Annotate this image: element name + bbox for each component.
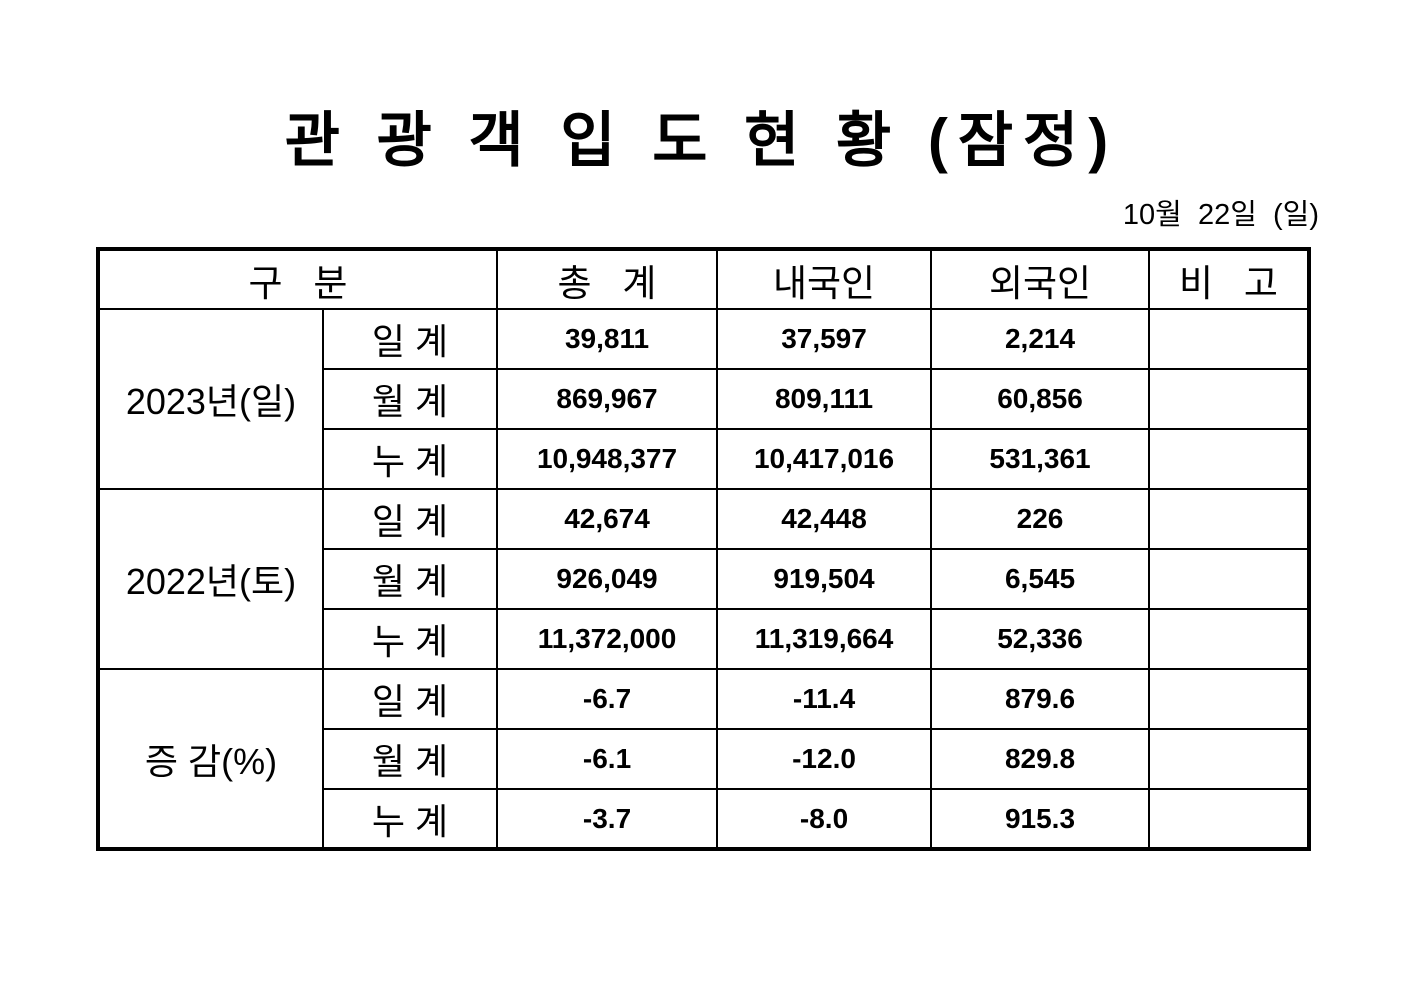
- header-foreign: 외국인: [930, 248, 1151, 310]
- cell-2022-daily-total: 42,674: [496, 488, 719, 550]
- group-label-change: 증 감(%): [97, 668, 324, 850]
- cell-2022-cumulative-remarks: [1148, 608, 1311, 670]
- cell-change-cumulative-total: -3.7: [496, 788, 719, 850]
- table-row-2023-cumulative: 누 계 10,948,377 10,417,016 531,361: [98, 428, 1311, 490]
- cell-2023-cumulative-domestic: 10,417,016: [716, 428, 933, 490]
- cell-change-daily-domestic: -11.4: [716, 668, 933, 730]
- cell-change-cumulative-foreign: 915.3: [930, 788, 1151, 850]
- cell-change-monthly-total: -6.1: [496, 728, 719, 790]
- cell-2022-monthly-foreign: 6,545: [930, 548, 1151, 610]
- cell-change-daily-remarks: [1148, 668, 1311, 730]
- cell-2023-monthly-foreign: 60,856: [930, 368, 1151, 430]
- cell-2022-cumulative-foreign: 52,336: [930, 608, 1151, 670]
- table-header-row: 구 분 총 계 내국인 외국인 비 고: [96, 248, 1311, 310]
- table-row-change-monthly: 월 계 -6.1 -12.0 829.8: [98, 728, 1311, 790]
- header-domestic: 내국인: [716, 248, 933, 310]
- tourist-arrivals-table: 구 분 총 계 내국인 외국인 비 고 2023년(일) 일 계 39,811 …: [96, 247, 1312, 851]
- table-row-2023-daily: 2023년(일) 일 계 39,811 37,597 2,214: [97, 308, 1311, 490]
- cell-change-daily-foreign: 879.6: [930, 668, 1151, 730]
- row-label-daily: 일 계: [321, 668, 499, 730]
- row-label-cumulative: 누 계: [321, 788, 499, 850]
- cell-2022-monthly-remarks: [1148, 548, 1311, 610]
- cell-2023-cumulative-remarks: [1148, 428, 1311, 490]
- row-label-cumulative: 누 계: [321, 428, 499, 490]
- table-row-2022-monthly: 월 계 926,049 919,504 6,545: [98, 548, 1311, 610]
- cell-2022-daily-remarks: [1148, 488, 1311, 550]
- row-label-daily: 일 계: [321, 488, 499, 550]
- report-date: 10월 22일 (일): [1122, 199, 1319, 231]
- cell-change-monthly-foreign: 829.8: [930, 728, 1151, 790]
- cell-2022-daily-foreign: 226: [930, 488, 1151, 550]
- cell-2022-monthly-domestic: 919,504: [716, 548, 933, 610]
- row-label-monthly: 월 계: [321, 368, 499, 430]
- cell-2023-monthly-total: 869,967: [496, 368, 719, 430]
- cell-2022-monthly-total: 926,049: [496, 548, 719, 610]
- cell-2023-cumulative-total: 10,948,377: [496, 428, 719, 490]
- header-remarks: 비 고: [1148, 248, 1311, 310]
- cell-2022-daily-domestic: 42,448: [716, 488, 933, 550]
- cell-2023-daily-total: 39,811: [496, 308, 719, 370]
- cell-2023-daily-remarks: [1148, 308, 1311, 370]
- cell-2023-cumulative-foreign: 531,361: [930, 428, 1151, 490]
- cell-change-monthly-remarks: [1148, 728, 1311, 790]
- cell-change-daily-total: -6.7: [496, 668, 719, 730]
- header-gubun: 구 분: [96, 248, 499, 310]
- group-label-2023: 2023년(일): [97, 308, 324, 490]
- cell-change-cumulative-domestic: -8.0: [716, 788, 933, 850]
- cell-change-monthly-domestic: -12.0: [716, 728, 933, 790]
- row-label-daily: 일 계: [321, 308, 499, 370]
- table-row-2023-monthly: 월 계 869,967 809,111 60,856: [98, 368, 1311, 430]
- cell-2023-monthly-remarks: [1148, 368, 1311, 430]
- cell-2022-cumulative-total: 11,372,000: [496, 608, 719, 670]
- cell-2023-daily-foreign: 2,214: [930, 308, 1151, 370]
- table-row-2022-cumulative: 누 계 11,372,000 11,319,664 52,336: [98, 608, 1311, 670]
- header-total: 총 계: [496, 248, 719, 310]
- group-label-2022: 2022년(토): [97, 488, 324, 670]
- row-label-cumulative: 누 계: [321, 608, 499, 670]
- cell-2022-cumulative-domestic: 11,319,664: [716, 608, 933, 670]
- page-title: 관 광 객 입 도 현 황 (잠정): [284, 107, 1119, 174]
- table-row-change-cumulative: 누 계 -3.7 -8.0 915.3: [98, 788, 1311, 850]
- cell-2023-monthly-domestic: 809,111: [716, 368, 933, 430]
- cell-change-cumulative-remarks: [1148, 788, 1311, 850]
- row-label-monthly: 월 계: [321, 728, 499, 790]
- table-row-2022-daily: 2022년(토) 일 계 42,674 42,448 226: [97, 488, 1311, 670]
- cell-2023-daily-domestic: 37,597: [716, 308, 933, 370]
- table-row-change-daily: 증 감(%) 일 계 -6.7 -11.4 879.6: [97, 668, 1311, 850]
- row-label-monthly: 월 계: [321, 548, 499, 610]
